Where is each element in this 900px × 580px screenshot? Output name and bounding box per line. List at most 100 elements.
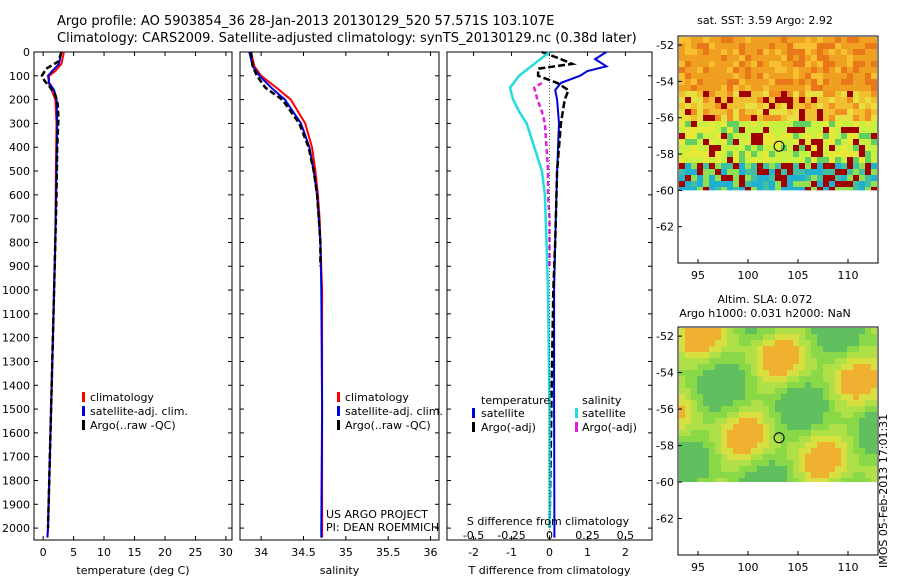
map-cell: [787, 388, 793, 394]
map-cell: [715, 466, 721, 472]
map-cell: [739, 163, 745, 169]
map-cell: [799, 43, 805, 49]
map-cell: [871, 472, 877, 478]
map-cell: [835, 400, 841, 406]
map-cell: [865, 79, 871, 85]
map-cell: [787, 334, 793, 340]
map-cell: [751, 328, 757, 334]
map-cell: [805, 133, 811, 139]
sst-raster: [679, 37, 877, 191]
sst-map-title: sat. SST: 3.59 Argo: 2.92: [697, 14, 833, 27]
map-cell: [739, 340, 745, 346]
map-cell: [787, 382, 793, 388]
map-cell: [763, 358, 769, 364]
map-cell: [847, 43, 853, 49]
map-cell: [751, 472, 757, 478]
map-cell: [745, 61, 751, 67]
map-cell: [835, 334, 841, 340]
map-cell: [757, 49, 763, 55]
map-cell: [691, 466, 697, 472]
map-cell: [769, 442, 775, 448]
map-cell: [853, 187, 859, 191]
map-cell: [757, 472, 763, 478]
map-cell: [841, 157, 847, 163]
map-cell: [697, 181, 703, 187]
map-cell: [793, 85, 799, 91]
map-cell: [823, 55, 829, 61]
map-cell: [757, 358, 763, 364]
legend-swatch: [82, 420, 85, 430]
map-cell: [727, 121, 733, 127]
map-cell: [715, 400, 721, 406]
map-cell: [763, 472, 769, 478]
map-cell: [859, 472, 865, 478]
map-cell: [805, 79, 811, 85]
map-cell: [715, 121, 721, 127]
map-cell: [829, 388, 835, 394]
map-cell: [793, 151, 799, 157]
map-cell: [727, 364, 733, 370]
map-cell: [793, 346, 799, 352]
map-cell: [733, 91, 739, 97]
map-cell: [835, 91, 841, 97]
map-cell: [841, 61, 847, 67]
map-cell: [787, 424, 793, 430]
map-cell: [745, 49, 751, 55]
map-cell: [715, 127, 721, 133]
map-cell: [763, 436, 769, 442]
map-cell: [739, 478, 745, 483]
legend-swatch: [472, 422, 475, 432]
map-cell: [709, 37, 715, 43]
map-cell: [823, 49, 829, 55]
map-cell: [769, 145, 775, 151]
map-cell: [787, 181, 793, 187]
map-cell: [799, 145, 805, 151]
map-cell: [799, 340, 805, 346]
map-cell: [835, 448, 841, 454]
map-cell: [829, 169, 835, 175]
map-cell: [829, 109, 835, 115]
map-cell: [709, 49, 715, 55]
map-cell: [685, 442, 691, 448]
map-cell: [703, 328, 709, 334]
map-cell: [871, 37, 877, 43]
map-cell: [841, 400, 847, 406]
map-cell: [865, 400, 871, 406]
map-cell: [865, 394, 871, 400]
map-cell: [709, 382, 715, 388]
map-cell: [871, 442, 877, 448]
map-cell: [847, 139, 853, 145]
map-cell: [829, 121, 835, 127]
map-cell: [799, 121, 805, 127]
map-cell: [757, 346, 763, 352]
map-cell: [847, 157, 853, 163]
map-cell: [799, 472, 805, 478]
map-cell: [703, 61, 709, 67]
map-cell: [769, 85, 775, 91]
map-cell: [733, 418, 739, 424]
map-cell: [715, 175, 721, 181]
map-cell: [769, 448, 775, 454]
map-cell: [739, 109, 745, 115]
map-cell: [739, 412, 745, 418]
map-cell: [739, 43, 745, 49]
map-cell: [751, 97, 757, 103]
map-cell: [763, 85, 769, 91]
map-cell: [811, 442, 817, 448]
map-cell: [709, 436, 715, 442]
map-cell: [733, 175, 739, 181]
map-cell: [853, 436, 859, 442]
map-cell: [847, 49, 853, 55]
map-cell: [781, 67, 787, 73]
map-cell: [751, 169, 757, 175]
map-cell: [805, 139, 811, 145]
map-cell: [865, 43, 871, 49]
map-cell: [775, 157, 781, 163]
map-cell: [685, 388, 691, 394]
map-cell: [691, 37, 697, 43]
map-cell: [691, 187, 697, 191]
map-cell: [823, 169, 829, 175]
map-cell: [691, 127, 697, 133]
map-cell: [745, 442, 751, 448]
map-cell: [835, 442, 841, 448]
